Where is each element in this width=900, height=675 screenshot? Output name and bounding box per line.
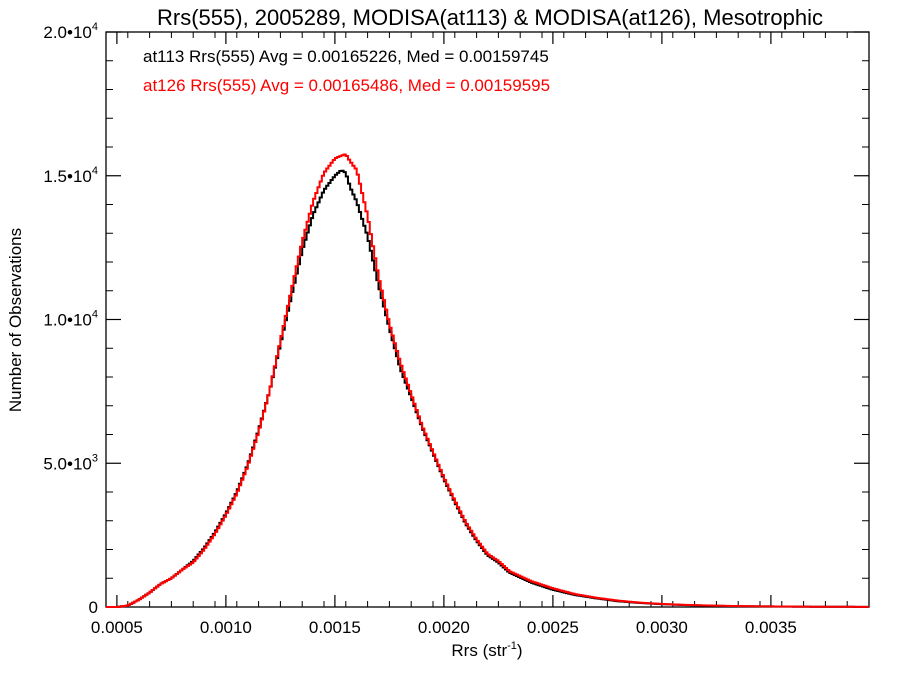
x-tick-label: 0.0025 [527,618,579,637]
x-tick-label: 0.0030 [636,618,688,637]
x-tick-label: 0.0005 [91,618,143,637]
axis-ticks [105,31,870,608]
x-tick-label: 0.0015 [309,618,361,637]
y-tick-label: 0 [89,598,98,617]
x-tick-labels: 0.0005 0.0010 0.0015 0.0020 0.0025 0.0030 0.00… [91,618,797,637]
series-lines [106,153,869,608]
y-tick-label: 2.0•104 [43,21,98,42]
x-axis-label: Rrs (str-1) [451,640,522,660]
y-tick-label: 1.5•104 [43,165,98,186]
x-tick-label: 0.0010 [200,618,252,637]
chart-title: Rrs(555), 2005289, MODISA(at113) & MODIS… [157,5,823,30]
y-tick-label: 5.0•103 [43,452,98,473]
series-annotation-at126: at126 Rrs(555) Avg = 0.00165486, Med = 0… [143,76,550,95]
series-annotation-at113: at113 Rrs(555) Avg = 0.00165226, Med = 0… [143,47,549,66]
series-line-at113 [106,169,869,608]
y-axis-label: Number of Observations [6,228,25,412]
y-tick-label: 1.0•104 [43,309,98,330]
y-tick-labels: 0 5.0•103 1.0•104 1.5•104 2.0•104 [43,21,98,617]
x-tick-label: 0.0035 [745,618,797,637]
series-line-at126 [106,153,869,608]
x-tick-label: 0.0020 [418,618,470,637]
plot-frame [105,31,870,608]
